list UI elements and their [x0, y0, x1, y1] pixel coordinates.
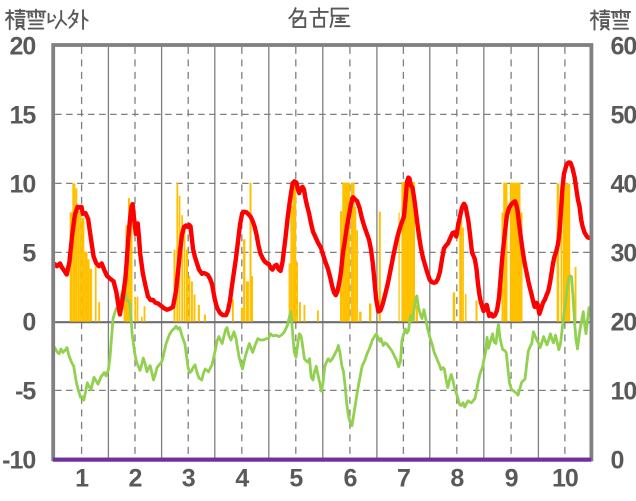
- svg-text:20: 20: [9, 32, 35, 60]
- svg-text:20: 20: [611, 308, 636, 336]
- svg-text:30: 30: [611, 239, 636, 267]
- svg-text:40: 40: [611, 170, 636, 198]
- svg-text:10: 10: [611, 377, 636, 405]
- svg-text:0: 0: [22, 308, 35, 336]
- svg-text:4: 4: [235, 465, 249, 493]
- svg-text:0: 0: [611, 446, 624, 474]
- svg-text:2: 2: [129, 465, 142, 493]
- svg-text:9: 9: [505, 465, 518, 493]
- svg-text:7: 7: [397, 465, 410, 493]
- svg-text:50: 50: [611, 101, 636, 129]
- svg-text:15: 15: [9, 101, 36, 129]
- svg-text:10: 10: [9, 170, 35, 198]
- svg-text:10: 10: [552, 465, 578, 493]
- svg-text:60: 60: [611, 32, 636, 60]
- svg-text:-10: -10: [2, 446, 35, 474]
- svg-text:3: 3: [182, 465, 195, 493]
- svg-text:6: 6: [343, 465, 356, 493]
- svg-text:-5: -5: [15, 377, 36, 405]
- svg-text:5: 5: [22, 239, 36, 267]
- svg-text:5: 5: [289, 465, 303, 493]
- svg-text:1: 1: [75, 465, 89, 493]
- svg-text:8: 8: [450, 465, 464, 493]
